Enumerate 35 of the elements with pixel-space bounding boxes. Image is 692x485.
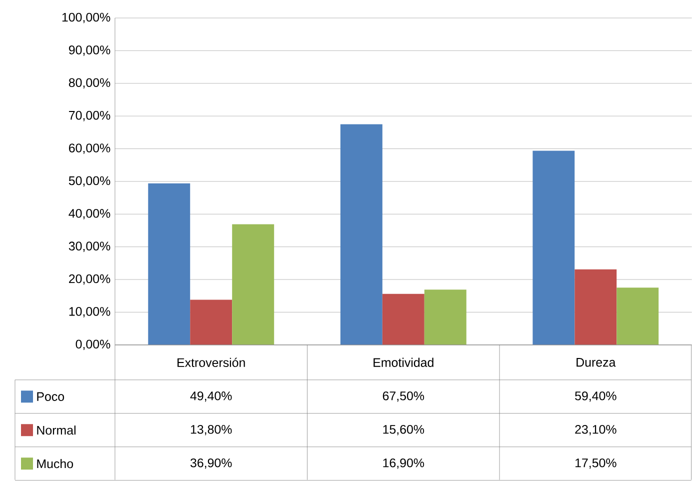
data-label: 49,40% bbox=[190, 392, 232, 402]
data-label: 59,40% bbox=[575, 392, 616, 402]
legend-label: Poco bbox=[37, 392, 64, 402]
data-label: 16,90% bbox=[383, 458, 424, 469]
bar bbox=[532, 150, 575, 345]
y-tick-label: 50,00% bbox=[68, 176, 110, 187]
data-label: 23,10% bbox=[575, 425, 616, 436]
x-tick-label: Extroversión bbox=[178, 358, 245, 368]
y-tick-label: 90,00% bbox=[68, 46, 110, 56]
bar bbox=[340, 124, 382, 345]
y-tick-label: 0,00% bbox=[76, 340, 110, 350]
legend-label: Normal bbox=[37, 426, 76, 435]
data-label: 15,60% bbox=[383, 425, 424, 436]
legend-label: Mucho bbox=[37, 459, 74, 468]
bar bbox=[232, 224, 274, 345]
bar bbox=[148, 183, 190, 345]
data-label: 67,50% bbox=[382, 392, 424, 402]
y-tick-label: 80,00% bbox=[68, 78, 110, 89]
y-tick-label: 100,00% bbox=[62, 12, 110, 24]
bar bbox=[574, 269, 617, 345]
x-tick-label: Emotividad bbox=[374, 358, 434, 368]
data-label: 17,50% bbox=[576, 458, 616, 469]
data-label: 13,80% bbox=[190, 425, 232, 436]
bar bbox=[190, 300, 232, 345]
bar bbox=[424, 290, 466, 345]
y-tick-label: 10,00% bbox=[69, 307, 110, 318]
y-tick-label: 40,00% bbox=[68, 209, 110, 220]
y-tick-label: 60,00% bbox=[69, 144, 110, 154]
y-tick-label: 70,00% bbox=[69, 110, 110, 122]
y-tick-label: 30,00% bbox=[68, 242, 110, 252]
y-tick-label: 20,00% bbox=[69, 274, 110, 285]
data-label: 36,90% bbox=[190, 458, 232, 469]
bar bbox=[616, 288, 659, 345]
x-tick-label: Dureza bbox=[576, 358, 616, 367]
bar bbox=[382, 294, 424, 345]
